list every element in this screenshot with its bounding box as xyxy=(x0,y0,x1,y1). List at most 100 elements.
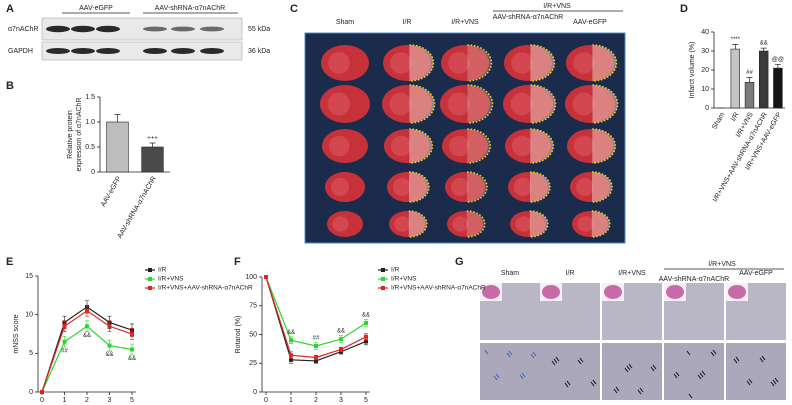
neuron xyxy=(506,352,511,358)
neuron xyxy=(530,353,535,359)
column-header: AAV-shRNA-α7nAChR xyxy=(659,276,729,283)
blot-bands xyxy=(46,25,224,54)
blot-strip xyxy=(41,17,243,41)
neuron xyxy=(710,351,715,357)
legend-label: I/R+VNS+AAV-shRNA-α7nAChR xyxy=(391,285,486,292)
neuron xyxy=(579,357,584,363)
bar xyxy=(773,67,783,109)
neuron xyxy=(564,382,569,388)
column-header: AAV-eGFP xyxy=(739,270,773,277)
x-tick-label: 1 xyxy=(63,397,67,404)
annotation: +++ xyxy=(147,136,158,142)
infarct xyxy=(466,210,486,238)
y-axis-label: Infarct volume (%) xyxy=(689,42,696,99)
column-group: I/R+VNS xyxy=(543,3,571,10)
marker xyxy=(289,338,293,343)
panel-label: G xyxy=(455,256,464,268)
neuron xyxy=(735,356,740,362)
blot-size: 36 kDa xyxy=(248,48,270,55)
neuron xyxy=(697,374,702,380)
annotation: **** xyxy=(731,37,741,43)
infarct xyxy=(529,210,549,238)
column-group: I/R+VNS xyxy=(708,261,736,268)
neuron xyxy=(628,363,633,369)
infarct xyxy=(408,171,430,203)
neuron xyxy=(624,367,629,373)
infarct xyxy=(409,128,434,164)
histology-panels xyxy=(480,283,786,400)
blot-group: AAV-eGFP xyxy=(79,5,113,12)
x-tick-label: AAV-shRNA-α7nAChR xyxy=(117,175,158,240)
slice-core xyxy=(452,216,469,232)
y-label-line: expression of α7nAChR xyxy=(76,97,83,171)
column-header: AAV-eGFP xyxy=(573,19,607,26)
y-tick-label: 0 xyxy=(705,105,709,112)
legend-marker xyxy=(148,268,152,272)
column-header: I/R xyxy=(566,270,575,277)
bar xyxy=(106,121,129,173)
annotation: ## xyxy=(746,70,753,76)
y-tick-label: 30 xyxy=(701,48,709,55)
neuron xyxy=(521,372,526,378)
marker xyxy=(85,308,89,313)
neuron xyxy=(551,360,556,366)
inset-brain xyxy=(482,285,500,299)
inset-brain xyxy=(666,285,684,299)
y-axis-label: Relative protein expression of α7nAChR xyxy=(67,97,83,171)
stain-high xyxy=(540,343,600,400)
error-bar xyxy=(732,44,739,50)
neuron xyxy=(772,379,777,385)
x-tick-label: 3 xyxy=(339,397,343,404)
error-bar xyxy=(746,77,753,83)
marker xyxy=(364,334,368,339)
neuron xyxy=(733,358,738,364)
legend-marker xyxy=(381,286,385,290)
slice-core xyxy=(331,178,349,196)
y-label-line: Relative protein xyxy=(67,110,74,159)
neuron xyxy=(532,351,537,357)
inset-brain xyxy=(604,285,622,299)
slice-core xyxy=(573,52,595,74)
infarct xyxy=(592,128,617,164)
slice-core xyxy=(573,135,595,157)
column-header: AAV-shRNA-α7nAChR xyxy=(493,14,563,21)
y-tick-label: 1.5 xyxy=(85,94,95,101)
infarct xyxy=(530,84,557,124)
y-axis-label: Rotarod (%) xyxy=(235,316,242,354)
inset-brain xyxy=(728,285,746,299)
panel-label: C xyxy=(290,3,298,15)
y-tick-label: 15 xyxy=(25,273,33,280)
y-tick-label: 1.0 xyxy=(85,119,95,126)
marker xyxy=(40,390,44,394)
x-tick-label: 3 xyxy=(108,397,112,404)
error-bar xyxy=(114,114,121,122)
slice-core xyxy=(332,216,349,232)
infarct xyxy=(408,210,428,238)
neuron xyxy=(770,381,775,387)
neuron xyxy=(774,377,779,383)
marker xyxy=(85,324,89,329)
marker xyxy=(314,344,318,348)
x-tick-label: 0 xyxy=(264,397,268,404)
infarct xyxy=(409,44,435,82)
y-axis-label: mNSS score xyxy=(13,314,20,353)
band xyxy=(171,26,195,32)
slice-core xyxy=(514,178,532,196)
neuron xyxy=(484,349,489,355)
neuron xyxy=(553,358,558,364)
infarct xyxy=(467,44,493,82)
y-tick-label: 40 xyxy=(701,29,709,36)
slice-core xyxy=(577,216,594,232)
marker xyxy=(264,275,268,279)
panel-label: E xyxy=(6,256,13,268)
infarct xyxy=(530,44,556,82)
marker xyxy=(339,347,343,352)
marker xyxy=(107,343,112,348)
band xyxy=(143,48,167,54)
x-tick-label: 5 xyxy=(130,397,134,404)
y-tick-label: 0.5 xyxy=(85,144,95,151)
legend-label: I/R+VNS xyxy=(158,276,184,283)
annotation: && xyxy=(128,356,136,362)
annotation: ## xyxy=(61,348,68,354)
